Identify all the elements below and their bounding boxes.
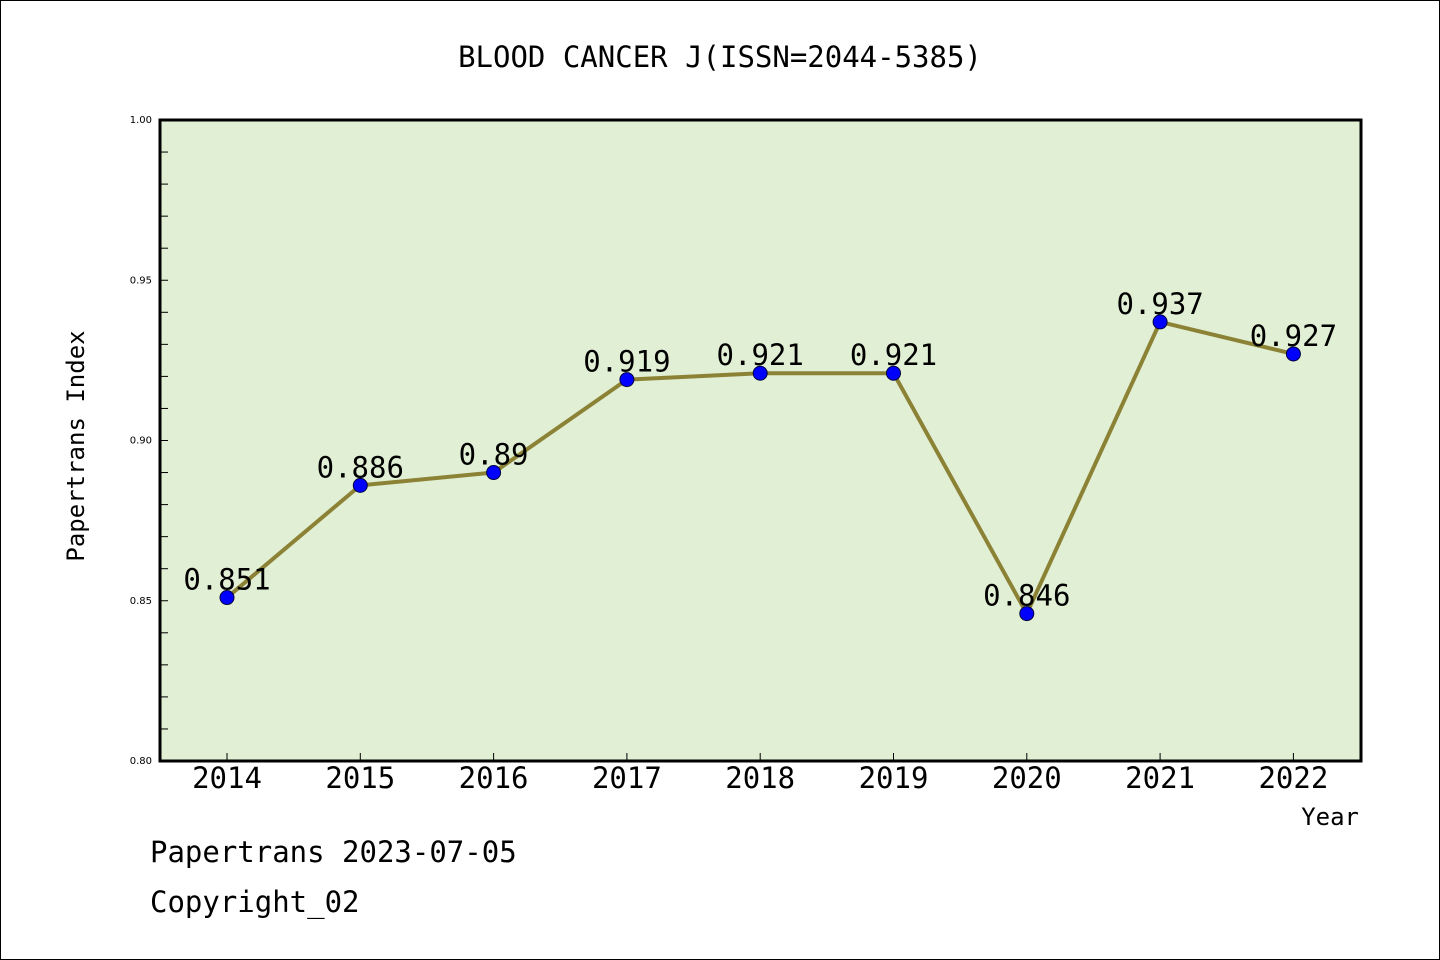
data-point-marker [486, 465, 502, 481]
y-axis-tick-labels: 0.80 0.85 0.90 0.95 1.00 [130, 115, 152, 767]
data-label: 0.886 [317, 450, 404, 484]
x-tick-label: 2019 [859, 761, 929, 795]
x-tick-label: 2017 [592, 761, 662, 795]
x-tick-label: 2018 [725, 761, 795, 795]
data-label: 0.89 [459, 438, 529, 472]
data-label: 0.851 [183, 563, 270, 597]
data-label: 0.846 [983, 579, 1070, 613]
x-axis-tick-labels: 2014 2015 2016 2017 2018 2019 2020 2021 2022 [192, 761, 1328, 795]
data-point-marker [352, 477, 368, 493]
data-point-marker [619, 372, 635, 388]
y-axis-title: Papertrans Index [62, 330, 90, 561]
x-tick-label: 2016 [459, 761, 529, 795]
data-labels: 0.851 0.886 0.89 0.919 0.921 0.921 0.846 0.937 0… [183, 287, 1337, 613]
data-label: 0.927 [1250, 319, 1337, 353]
x-tick-label: 2020 [992, 761, 1062, 795]
data-label: 0.921 [850, 338, 937, 372]
y-axis-ticks [160, 119, 168, 762]
data-label: 0.921 [717, 338, 804, 372]
footer-copyright-line: Copyright_02 [150, 885, 360, 919]
data-point-marker [1019, 606, 1035, 622]
data-label: 0.919 [583, 345, 670, 379]
x-axis-title: Year [1301, 803, 1359, 831]
plot-area [158, 118, 1363, 763]
data-label: 0.937 [1116, 287, 1203, 321]
y-tick-label: 0.85 [130, 596, 152, 607]
y-tick-label: 0.90 [130, 436, 152, 447]
y-tick-label: 0.95 [130, 275, 152, 286]
data-point-marker [752, 365, 768, 381]
data-point-marker [219, 590, 235, 606]
x-tick-label: 2022 [1258, 761, 1328, 795]
y-tick-label: 0.80 [130, 756, 152, 767]
chart-title: BLOOD CANCER J(ISSN=2044-5385) [458, 40, 982, 74]
data-point-marker [1152, 314, 1168, 330]
x-tick-label: 2015 [325, 761, 395, 795]
x-tick-label: 2014 [192, 761, 262, 795]
data-point-marker [886, 365, 901, 381]
x-tick-label: 2021 [1125, 761, 1195, 795]
data-markers [219, 314, 1301, 622]
data-point-marker [1285, 346, 1301, 362]
footer-date-line: Papertrans 2023-07-05 [150, 835, 517, 869]
x-axis-ticks [226, 753, 1294, 761]
y-tick-label: 1.00 [130, 115, 152, 126]
